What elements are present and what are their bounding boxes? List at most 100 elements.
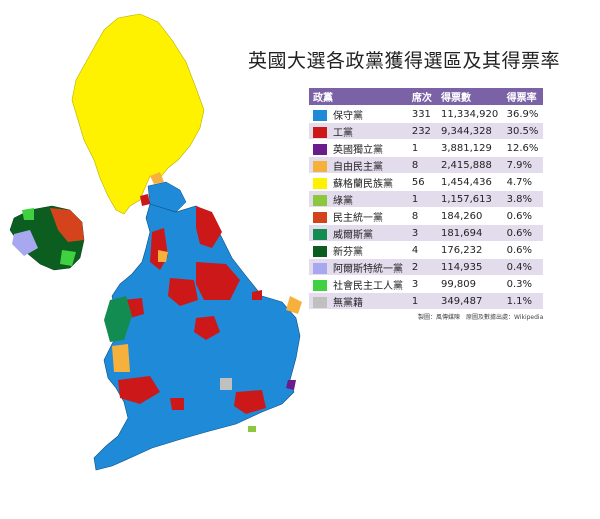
table-row: 工黨 232 9,344,328 30.5%	[309, 122, 543, 140]
table-row: 英國獨立黨 1 3,881,129 12.6%	[309, 139, 543, 157]
table-header-row: 政黨 席次 得票數 得票率	[309, 88, 543, 106]
table-row: 威爾斯黨 3 181,694 0.6%	[309, 224, 543, 242]
seat-count: 1	[407, 190, 437, 208]
scotland-region	[71, 13, 205, 215]
seat-count: 3	[407, 275, 437, 293]
vote-count: 1,157,613	[436, 190, 503, 208]
scotland-libdem-seat	[150, 172, 164, 184]
party-cell: 新芬黨	[309, 241, 408, 259]
scotland-labour-seat	[140, 194, 150, 206]
labour-bristol	[170, 398, 184, 410]
labour-london	[234, 390, 266, 414]
party-cell: 社會民主工人黨	[309, 275, 408, 293]
party-name: 蘇格蘭民族黨	[333, 178, 393, 190]
seat-count: 1	[407, 292, 437, 310]
vote-count: 11,334,920	[436, 105, 503, 123]
table-row: 社會民主工人黨 3 99,809 0.3%	[309, 275, 543, 293]
party-name: 民主統一黨	[333, 212, 383, 224]
green-brighton	[248, 426, 256, 432]
header-party: 政黨	[309, 88, 408, 106]
party-cell: 保守黨	[309, 105, 408, 123]
labour-wales-south	[118, 376, 160, 404]
party-name: 無黨籍	[333, 297, 363, 309]
party-cell: 威爾斯黨	[309, 224, 408, 242]
party-name: 新芬黨	[333, 246, 363, 258]
party-color-swatch	[313, 110, 327, 121]
party-color-swatch	[313, 144, 327, 155]
party-color-swatch	[313, 161, 327, 172]
seat-count: 8	[407, 156, 437, 174]
vote-count: 3,881,129	[436, 139, 503, 157]
ni-sdlp	[60, 250, 76, 266]
vote-share: 0.6%	[502, 224, 543, 242]
ukip-clacton	[286, 380, 296, 390]
seat-count: 4	[407, 241, 437, 259]
party-color-swatch	[313, 127, 327, 138]
party-name: 保守黨	[333, 110, 363, 122]
header-pct: 得票率	[502, 88, 543, 106]
seat-count: 3	[407, 224, 437, 242]
page-title: 英國大選各政黨獲得選區及其得票率	[248, 50, 561, 72]
vote-count: 99,809	[436, 275, 503, 293]
party-name: 工黨	[333, 127, 353, 139]
labour-manchester	[168, 278, 198, 306]
vote-share: 1.1%	[502, 292, 543, 310]
party-name: 社會民主工人黨	[333, 280, 403, 292]
labour-north-east	[196, 206, 222, 248]
party-cell: 阿爾斯特統一黨	[309, 258, 408, 276]
header-votes: 得票數	[436, 88, 503, 106]
vote-share: 36.9%	[502, 105, 543, 123]
party-color-swatch	[313, 263, 327, 274]
results-table: 政黨 席次 得票數 得票率 保守黨 331 11,334,920 36.9% 工黨 232…	[309, 88, 543, 310]
vote-share: 0.6%	[502, 241, 543, 259]
vote-count: 114,935	[436, 258, 503, 276]
vote-count: 349,487	[436, 292, 503, 310]
vote-share: 12.6%	[502, 139, 543, 157]
ni-dup-east	[50, 208, 84, 242]
seat-count: 232	[407, 122, 437, 140]
libdem-cambridgeshire	[286, 296, 302, 314]
libdem-wales	[112, 344, 130, 372]
table-row: 民主統一黨 8 184,260 0.6%	[309, 207, 543, 225]
vote-share: 3.8%	[502, 190, 543, 208]
seat-count: 331	[407, 105, 437, 123]
party-color-swatch	[313, 229, 327, 240]
party-name: 英國獨立黨	[333, 144, 383, 156]
vote-share: 0.4%	[502, 258, 543, 276]
table-row: 阿爾斯特統一黨 2 114,935 0.4%	[309, 258, 543, 276]
party-cell: 自由民主黨	[309, 156, 408, 174]
party-color-swatch	[313, 178, 327, 189]
vote-share: 4.7%	[502, 173, 543, 191]
vote-count: 2,415,888	[436, 156, 503, 174]
party-color-swatch	[313, 212, 327, 223]
party-name: 自由民主黨	[333, 161, 383, 173]
source-credit: 製圖：風傳媒陳 原圖及數據出處：Wikipedia	[418, 314, 544, 321]
ni-sdlp-2	[22, 208, 34, 220]
table-row: 無黨籍 1 349,487 1.1%	[309, 292, 543, 310]
vote-share: 30.5%	[502, 122, 543, 140]
plaid-wales	[104, 296, 132, 342]
vote-share: 7.9%	[502, 156, 543, 174]
party-color-swatch	[313, 246, 327, 257]
party-cell: 英國獨立黨	[309, 139, 408, 157]
vote-count: 9,344,328	[436, 122, 503, 140]
party-cell: 工黨	[309, 122, 408, 140]
party-name: 阿爾斯特統一黨	[333, 263, 403, 275]
party-color-swatch	[313, 297, 327, 308]
vote-count: 184,260	[436, 207, 503, 225]
table-row: 自由民主黨 8 2,415,888 7.9%	[309, 156, 543, 174]
party-cell: 無黨籍	[309, 292, 408, 310]
seat-count: 56	[407, 173, 437, 191]
vote-count: 176,232	[436, 241, 503, 259]
table-row: 綠黨 1 1,157,613 3.8%	[309, 190, 543, 208]
table-row: 保守黨 331 11,334,920 36.9%	[309, 105, 543, 123]
seat-count: 8	[407, 207, 437, 225]
header-seats: 席次	[407, 88, 437, 106]
table-row: 蘇格蘭民族黨 56 1,454,436 4.7%	[309, 173, 543, 191]
independent-seat	[220, 378, 232, 390]
vote-share: 0.6%	[502, 207, 543, 225]
seat-count: 2	[407, 258, 437, 276]
party-color-swatch	[313, 195, 327, 206]
libdem-lakes	[158, 250, 168, 262]
